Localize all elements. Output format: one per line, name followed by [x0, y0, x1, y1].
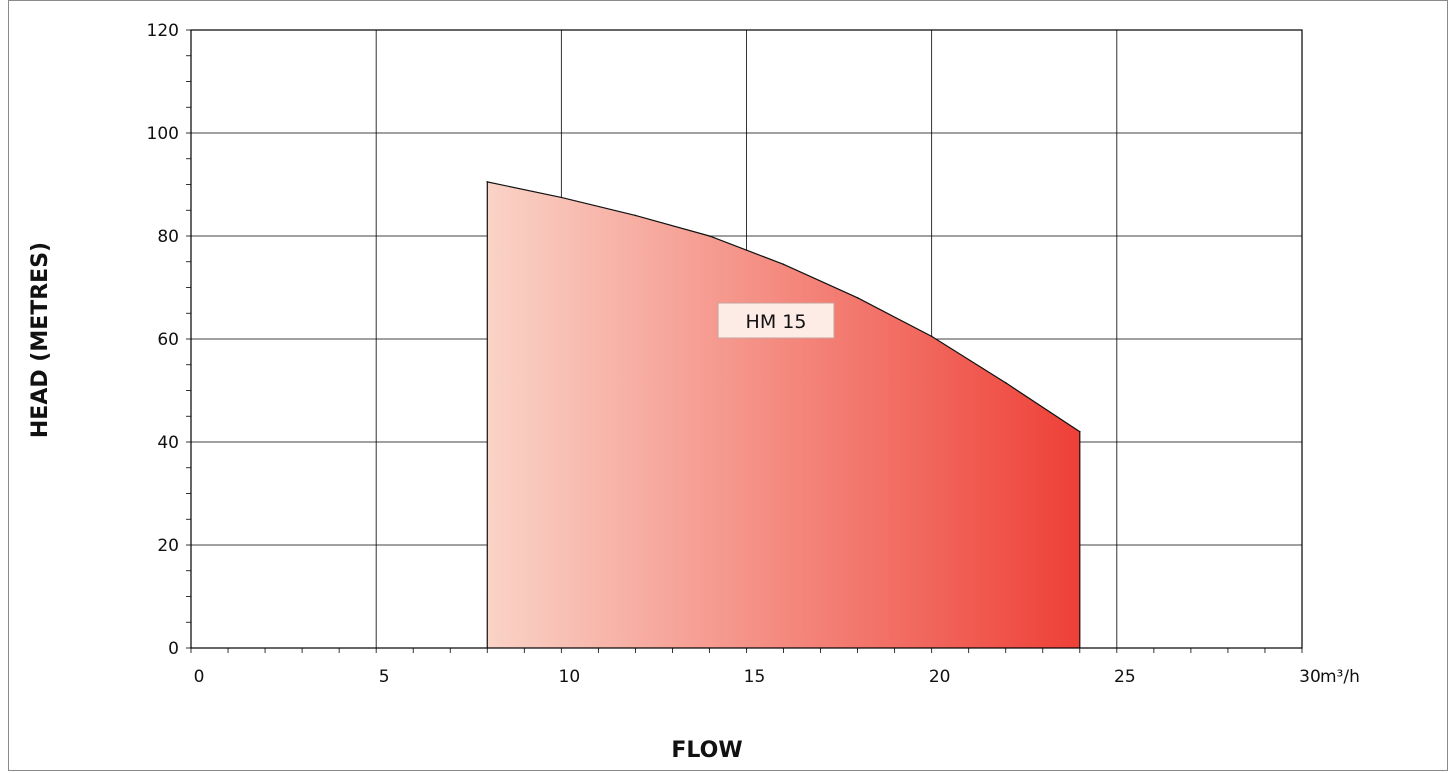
x-tick-label: 0	[194, 667, 205, 687]
x-tick-label: 15	[744, 667, 766, 687]
x-tick-label: 10	[559, 667, 581, 687]
y-axis-title: HEAD (METRES)	[28, 242, 53, 438]
y-tick-label: 40	[157, 433, 179, 453]
x-tick-label: 30	[1299, 667, 1321, 687]
x-axis-unit: m³/h	[1320, 667, 1360, 687]
plot-border	[190, 29, 1303, 649]
x-tick-label: 25	[1114, 667, 1136, 687]
data-point	[930, 335, 933, 338]
y-tick-label: 0	[168, 639, 179, 659]
chart-frame	[8, 0, 1448, 771]
data-point	[1004, 381, 1007, 384]
y-tick-label: 100	[147, 124, 179, 144]
data-point	[782, 263, 785, 266]
minor-ticks	[186, 29, 1303, 653]
y-tick-labels: 0 20 40 60 80 100 120	[147, 21, 179, 659]
data-point	[1079, 430, 1081, 433]
x-tick-label: 5	[379, 667, 390, 687]
y-tick-label: 60	[157, 330, 179, 350]
x-tick-label: 20	[929, 667, 951, 687]
data-point	[560, 196, 563, 199]
area-fill	[487, 181, 1080, 648]
series-label-text: HM 15	[746, 311, 807, 333]
series-label-box	[717, 302, 835, 339]
x-tick-labels: 0 5 10 15 20 25 30	[194, 667, 1321, 687]
y-tick-label: 120	[147, 21, 179, 41]
y-tick-label: 20	[157, 536, 179, 556]
series-layer: HM 15	[486, 181, 1081, 649]
data-point	[634, 214, 637, 217]
x-axis-title: FLOW	[671, 738, 742, 763]
data-point	[856, 297, 859, 299]
y-tick-label: 80	[157, 227, 179, 247]
series-label: HM 15	[717, 302, 835, 339]
data-point	[708, 235, 711, 237]
data-point	[486, 181, 489, 183]
